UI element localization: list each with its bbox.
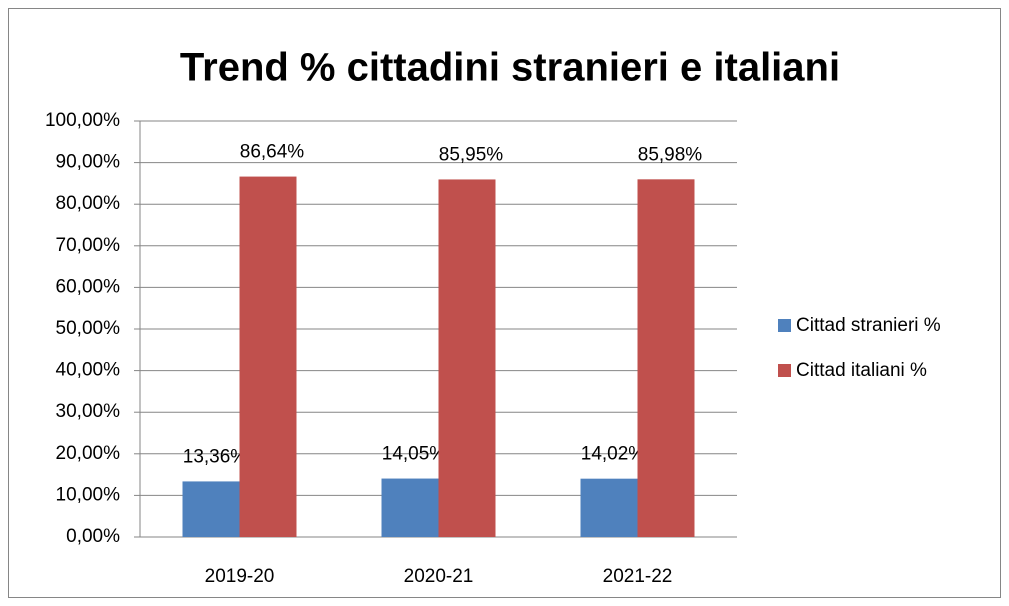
chart-title: Trend % cittadini stranieri e italiani (180, 46, 840, 90)
y-tick-label: 60,00% (56, 276, 121, 297)
bar (438, 179, 496, 537)
bar (182, 481, 240, 537)
legend-swatch (778, 319, 791, 332)
bar (381, 478, 439, 537)
bar (580, 478, 638, 537)
legend-swatch (778, 364, 791, 377)
y-tick-label: 20,00% (56, 443, 121, 464)
data-label: 14,02% (581, 444, 646, 465)
data-label: 85,95% (439, 144, 504, 165)
y-tick-label: 70,00% (56, 235, 121, 256)
y-tick-label: 30,00% (56, 401, 121, 422)
y-tick-label: 50,00% (56, 318, 121, 339)
y-tick-label: 100,00% (45, 110, 120, 131)
chart-border (8, 8, 1001, 598)
x-tick-label: 2020-21 (404, 566, 474, 587)
x-tick-label: 2021-22 (603, 566, 673, 587)
bar (239, 176, 297, 537)
legend-label: Cittad italiani % (796, 360, 927, 381)
y-tick-label: 0,00% (66, 526, 120, 547)
legend-label: Cittad stranieri % (796, 315, 941, 336)
data-label: 14,05% (382, 444, 447, 465)
x-tick-label: 2019-20 (205, 566, 275, 587)
y-tick-label: 10,00% (56, 484, 121, 505)
bar (637, 179, 695, 538)
data-label: 13,36% (183, 446, 248, 467)
y-tick-label: 80,00% (56, 193, 121, 214)
y-tick-label: 40,00% (56, 360, 121, 381)
data-label: 86,64% (240, 142, 305, 163)
data-label: 85,98% (638, 144, 703, 165)
y-tick-label: 90,00% (56, 152, 121, 173)
